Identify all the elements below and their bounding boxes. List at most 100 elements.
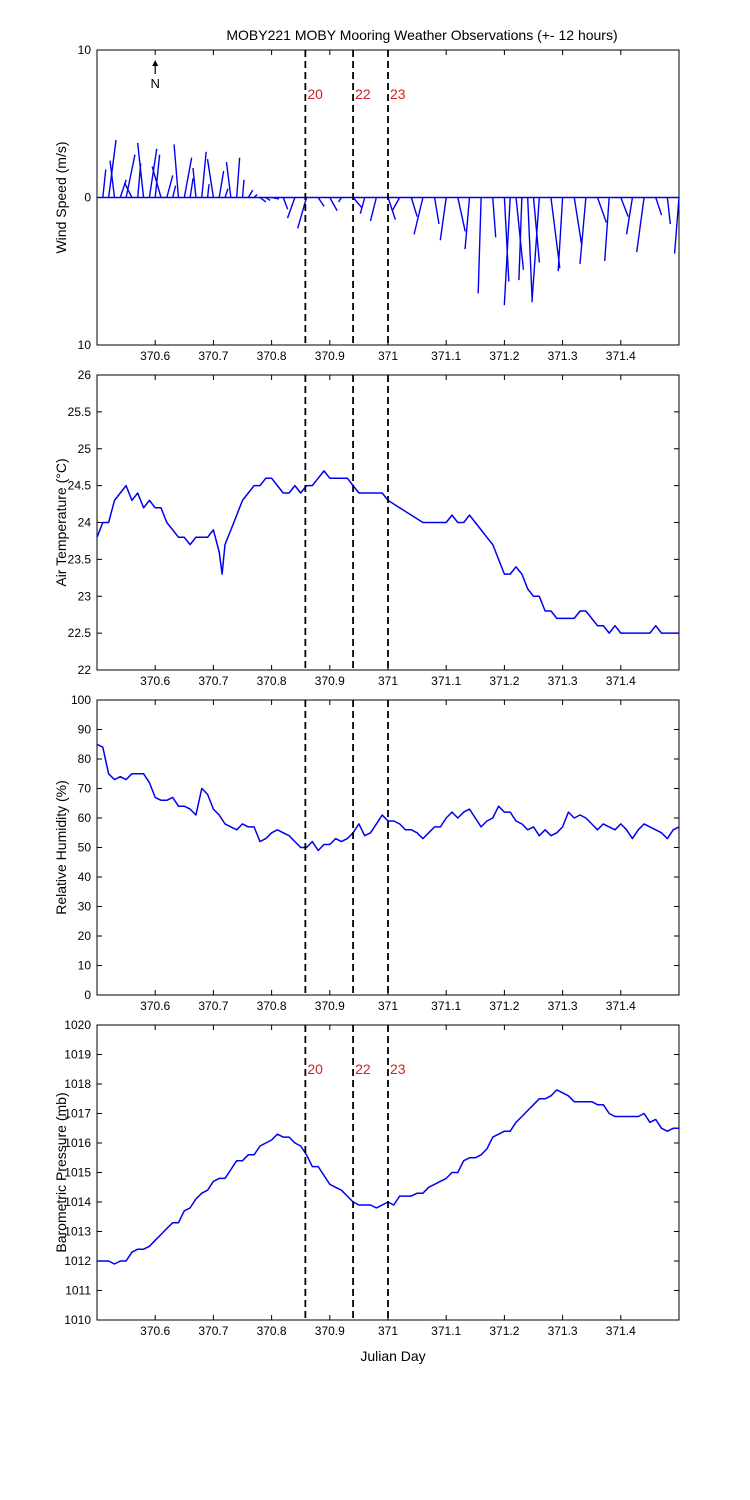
event-label: 23: [390, 1061, 406, 1077]
x-tick-label: 370.9: [315, 674, 345, 688]
x-axis-label: Julian Day: [360, 1348, 425, 1364]
wind-stick: [433, 197, 440, 225]
event-label: 20: [307, 1061, 323, 1077]
y-tick-label: 20: [78, 929, 92, 943]
wind-stick: [189, 178, 194, 198]
wind-stick: [492, 197, 497, 238]
y-tick-label: 1017: [64, 1107, 91, 1121]
wind-stick: [173, 144, 180, 198]
wind-stick: [625, 197, 634, 235]
y-tick-label: 1020: [64, 1018, 91, 1032]
x-tick-label: 371.1: [431, 349, 461, 363]
wind-stick: [557, 197, 564, 272]
y-tick-label: 22.5: [68, 626, 92, 640]
x-tick-label: 371: [378, 1324, 398, 1338]
y-tick-label: 80: [78, 752, 92, 766]
wind-stick: [457, 197, 466, 232]
y-tick-label: 1018: [64, 1077, 91, 1091]
event-label: 23: [390, 86, 406, 102]
wind-stick: [235, 157, 241, 198]
wind-stick: [391, 197, 401, 212]
x-tick-label: 371.3: [548, 674, 578, 688]
wind-stick: [410, 197, 418, 217]
x-tick-label: 371.2: [489, 674, 519, 688]
wind-stick: [271, 196, 280, 200]
wind-stick: [666, 197, 672, 225]
y-tick-label: 1015: [64, 1166, 91, 1180]
wind-stick: [296, 197, 308, 229]
wind-stick: [206, 159, 215, 198]
x-tick-label: 371.1: [431, 999, 461, 1013]
y-tick-label: 26: [78, 368, 92, 382]
x-tick-label: 371.3: [548, 349, 578, 363]
wind-stick: [171, 185, 177, 198]
wind-stick: [620, 197, 629, 217]
y-axis-label: Relative Humidity (%): [53, 780, 69, 915]
y-tick-label: 1011: [65, 1284, 91, 1298]
wind-stick: [109, 160, 116, 198]
wind-stick: [151, 166, 162, 198]
wind-stick: [655, 197, 663, 216]
y-tick-label: 30: [78, 900, 92, 914]
wind-stick: [387, 197, 397, 220]
y-tick-label: 40: [78, 870, 92, 884]
north-label: N: [151, 76, 160, 91]
x-tick-label: 370.8: [257, 1324, 287, 1338]
series-line: [96, 470, 679, 634]
x-tick-label: 370.8: [257, 349, 287, 363]
x-tick-label: 370.6: [140, 349, 170, 363]
y-tick-label: 1013: [64, 1225, 91, 1239]
y-tick-label: 23: [78, 589, 92, 603]
y-tick-label: 60: [78, 811, 92, 825]
x-tick-label: 371: [378, 349, 398, 363]
y-tick-label: 90: [78, 723, 92, 737]
x-tick-label: 371.2: [489, 1324, 519, 1338]
figure-title: MOBY221 MOBY Mooring Weather Observation…: [226, 27, 617, 43]
y-tick-label: 1014: [64, 1195, 91, 1209]
x-tick-label: 370.7: [198, 349, 228, 363]
wind-stick: [148, 148, 158, 198]
y-tick-label: 10: [78, 338, 92, 352]
wind-stick: [218, 170, 225, 198]
y-axis-label: Air Temperature (°C): [53, 458, 69, 586]
wind-stick: [369, 197, 378, 222]
x-tick-label: 370.8: [257, 999, 287, 1013]
x-tick-label: 370.8: [257, 674, 287, 688]
wind-stick: [573, 197, 583, 245]
wind-stick: [596, 197, 608, 223]
panel-3: 370.6 370.7 370.8 370.9 371 371.1 371.2 371.3 37…: [53, 693, 680, 1013]
y-tick-label: 25.5: [68, 405, 92, 419]
wind-stick: [225, 162, 232, 198]
wind-stick: [192, 167, 197, 198]
panel-2: 370.6 370.7 370.8 370.9 371 371.1 371.2 371.3 37…: [53, 368, 680, 688]
x-tick-label: 371.4: [606, 674, 636, 688]
x-tick-label: 370.7: [198, 674, 228, 688]
wind-stick: [531, 197, 541, 303]
wind-stick: [247, 189, 254, 198]
x-tick-label: 371.4: [606, 999, 636, 1013]
x-tick-label: 371.2: [489, 999, 519, 1013]
y-tick-label: 1012: [64, 1254, 91, 1268]
wind-stick: [107, 139, 117, 198]
wind-stick: [166, 175, 174, 198]
x-tick-label: 371.3: [548, 999, 578, 1013]
wind-stick: [518, 197, 523, 281]
wind-stick: [636, 197, 645, 253]
wind-stick: [183, 157, 193, 198]
wind-stick: [265, 196, 271, 202]
wind-stick: [673, 197, 680, 254]
wind-stick: [352, 197, 363, 209]
x-tick-label: 371: [378, 999, 398, 1013]
x-tick-label: 370.9: [315, 349, 345, 363]
wind-stick: [359, 197, 366, 214]
wind-stick: [154, 154, 161, 198]
wind-stick: [503, 197, 511, 306]
wind-stick: [526, 197, 533, 300]
wind-stick: [201, 151, 207, 198]
wind-stick: [253, 194, 258, 198]
x-tick-label: 371.4: [606, 1324, 636, 1338]
y-tick-label: 10: [78, 43, 92, 57]
y-tick-label: 23.5: [68, 552, 92, 566]
wind-stick: [329, 197, 338, 212]
y-tick-label: 0: [84, 191, 91, 205]
